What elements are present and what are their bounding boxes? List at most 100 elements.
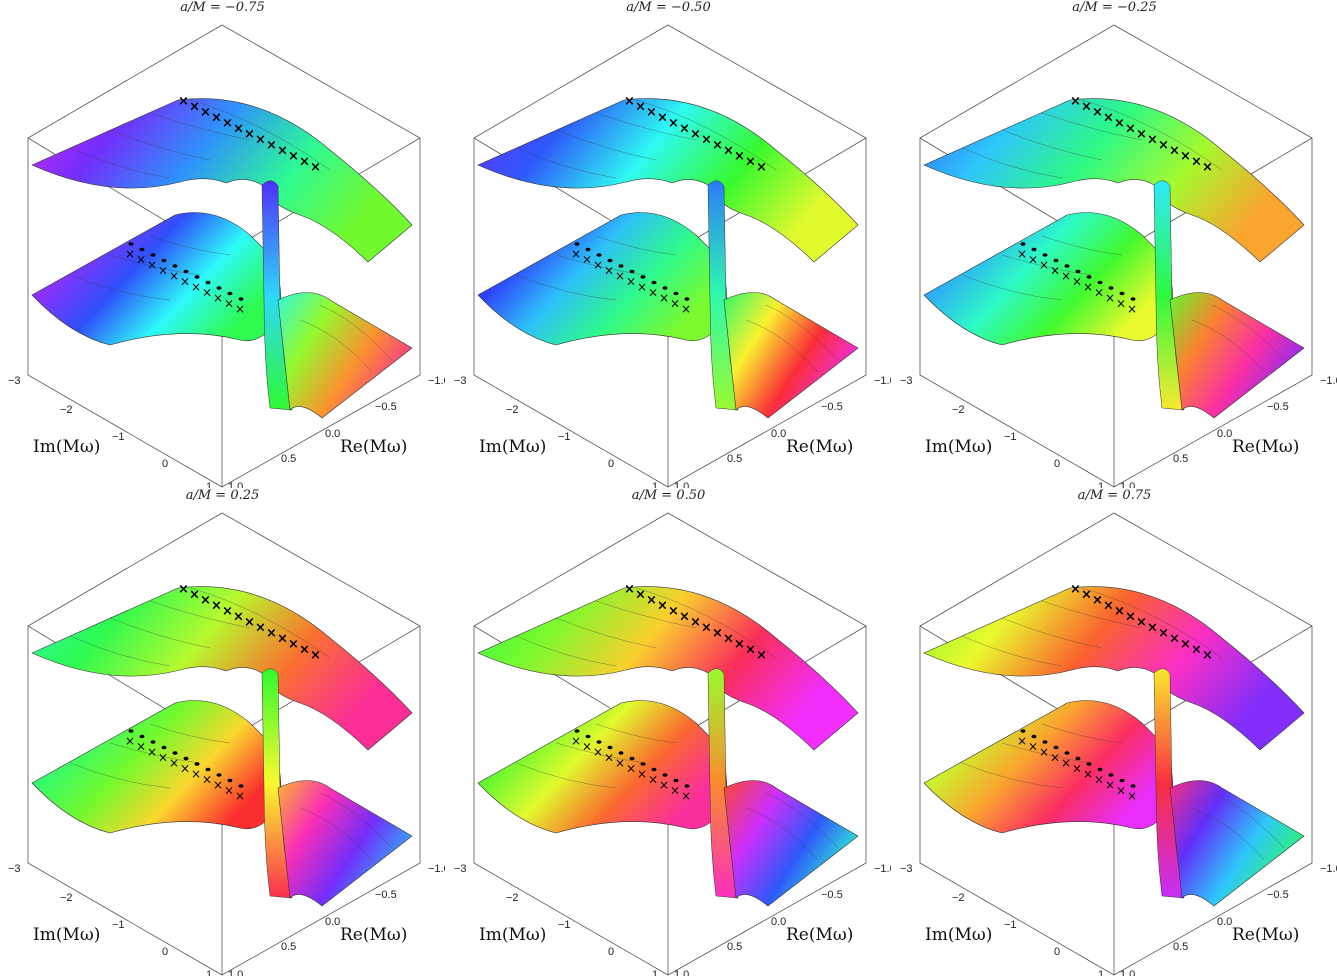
re-tick-label: −0.5 xyxy=(821,889,843,901)
re-tick-label: 1.0 xyxy=(674,969,689,976)
svg-text:×: × xyxy=(202,286,212,300)
svg-text:×: × xyxy=(1202,648,1213,663)
svg-text:×: × xyxy=(1191,155,1202,170)
im-tick-label: −2 xyxy=(60,404,73,416)
re-tick-label: −0.5 xyxy=(821,401,843,413)
lower-sheet xyxy=(477,212,728,346)
svg-text:×: × xyxy=(1158,138,1169,153)
svg-text:×: × xyxy=(1103,599,1114,614)
re-tick-label: −0.5 xyxy=(375,401,397,413)
svg-text:×: × xyxy=(1105,778,1115,792)
svg-text:×: × xyxy=(211,111,222,126)
im-axis-label: Im(Mω) xyxy=(479,925,546,945)
axis-ticks: −3 −2 −1 0 1 −1.0 −0.5 0.0 0.5 1.0 xyxy=(900,375,1337,488)
surface-plot: ××××××××××××××××××××××××−3−2−101−1.0−0.5… xyxy=(8,24,445,488)
svg-text:×: × xyxy=(224,297,234,311)
svg-text:×: × xyxy=(1191,643,1202,658)
svg-text:×: × xyxy=(615,756,625,770)
svg-text:×: × xyxy=(1039,745,1049,759)
im-tick-label: 1 xyxy=(1098,969,1104,976)
surface-panel: a/M = 0.75 × × × × × × × × × × × × × × × × × × × × × × × × −3 −2 −1… xyxy=(892,488,1337,976)
svg-text:×: × xyxy=(1169,144,1180,159)
svg-text:×: × xyxy=(1180,637,1191,652)
svg-text:×: × xyxy=(178,94,189,109)
upper-sheet xyxy=(923,586,1305,751)
pole-zero-markers: × × × × × × × × × × × × ×× × × × × × × × × × × xyxy=(1017,582,1213,803)
upper-sheet xyxy=(477,586,859,751)
upper-sheet xyxy=(923,98,1305,263)
svg-text:×: × xyxy=(712,138,723,153)
axis-ticks: −3 −2 −1 0 1 −1.0 −0.5 0.0 0.5 1.0 xyxy=(8,863,445,976)
panel-title: a/M = −0.25 xyxy=(1072,0,1157,15)
svg-text:×: × xyxy=(637,280,647,294)
re-tick-label: 0.5 xyxy=(1173,941,1188,953)
im-tick-label: −2 xyxy=(60,892,73,904)
im-tick-label: −1 xyxy=(1004,919,1017,931)
svg-text:×: × xyxy=(679,610,690,625)
svg-text:×: × xyxy=(169,269,179,283)
svg-text:×: × xyxy=(1147,133,1158,148)
mesh-lines xyxy=(69,99,393,373)
panel-title: a/M = 0.75 xyxy=(1077,488,1152,503)
upper-sheet xyxy=(31,586,413,751)
svg-text:×: × xyxy=(723,632,734,647)
svg-text:×: × xyxy=(745,155,756,170)
svg-text:×: × xyxy=(593,258,603,272)
svg-text:×: × xyxy=(224,784,234,798)
re-tick-label: 0.5 xyxy=(727,453,742,465)
svg-text:×: × xyxy=(1180,149,1191,164)
re-axis-label: Re(Mω) xyxy=(786,925,853,945)
re-tick-label: 1.0 xyxy=(1120,969,1135,976)
im-tick-label: −3 xyxy=(454,863,467,875)
im-tick-label: −1 xyxy=(558,919,571,931)
svg-text:×: × xyxy=(679,122,690,137)
svg-text:×: × xyxy=(1070,94,1081,109)
im-tick-label: −2 xyxy=(952,892,965,904)
axis-ticks: −3 −2 −1 0 1 −1.0 −0.5 0.0 0.5 1.0 xyxy=(454,863,891,976)
panel-title: a/M = −0.75 xyxy=(180,0,265,15)
pole-zero-markers: × × × × × × × × × × × × ×× × × × × × × × × × × xyxy=(1017,94,1213,316)
re-tick-label: −1.0 xyxy=(428,375,445,387)
re-tick-label: 1.0 xyxy=(228,481,243,488)
svg-text:×: × xyxy=(659,778,669,792)
svg-text:×: × xyxy=(125,734,135,748)
svg-text:×: × xyxy=(1050,751,1060,765)
svg-text:×: × xyxy=(582,740,592,754)
im-tick-label: −3 xyxy=(900,863,913,875)
svg-text:×: × xyxy=(701,133,712,148)
mesh-lines xyxy=(515,99,839,373)
im-tick-label: −2 xyxy=(506,404,519,416)
axis-ticks: −3 −2 −1 0 1 −1.0 −0.5 0.0 0.5 1.0 xyxy=(900,863,1337,976)
svg-text:×: × xyxy=(604,264,614,278)
im-tick-label: −3 xyxy=(8,375,21,387)
pole-zero-markers: × × × × × × × × × × × × ×× × × × × × × × × × × xyxy=(571,582,767,803)
panel-title: a/M = 0.25 xyxy=(185,488,260,503)
svg-text:×: × xyxy=(310,648,321,663)
svg-text:×: × xyxy=(1114,116,1125,131)
re-tick-label: 0.0 xyxy=(1217,428,1232,440)
re-tick-label: 0.0 xyxy=(771,916,786,928)
re-tick-label: 1.0 xyxy=(1120,481,1135,488)
re-tick-label: 0.5 xyxy=(727,941,742,953)
svg-text:×: × xyxy=(213,291,223,305)
svg-text:×: × xyxy=(235,302,245,316)
svg-text:×: × xyxy=(180,275,190,289)
svg-text:×: × xyxy=(604,751,614,765)
svg-text:×: × xyxy=(734,149,745,164)
im-tick-label: 0 xyxy=(1054,946,1060,958)
svg-text:×: × xyxy=(657,111,668,126)
svg-text:×: × xyxy=(571,247,581,261)
im-tick-label: 0 xyxy=(1054,458,1060,470)
svg-text:×: × xyxy=(169,756,179,770)
svg-text:×: × xyxy=(202,773,212,787)
im-tick-label: 0 xyxy=(162,946,168,958)
re-tick-label: 0.0 xyxy=(771,428,786,440)
surface-plot: ××××××××××××××××××××××××−3−2−101−1.0−0.5… xyxy=(8,512,445,976)
svg-text:×: × xyxy=(648,286,658,300)
svg-text:×: × xyxy=(233,610,244,625)
lower-flap xyxy=(1169,780,1305,907)
svg-text:×: × xyxy=(244,127,255,142)
svg-text:×: × xyxy=(1105,291,1115,305)
re-tick-label: −0.5 xyxy=(375,889,397,901)
